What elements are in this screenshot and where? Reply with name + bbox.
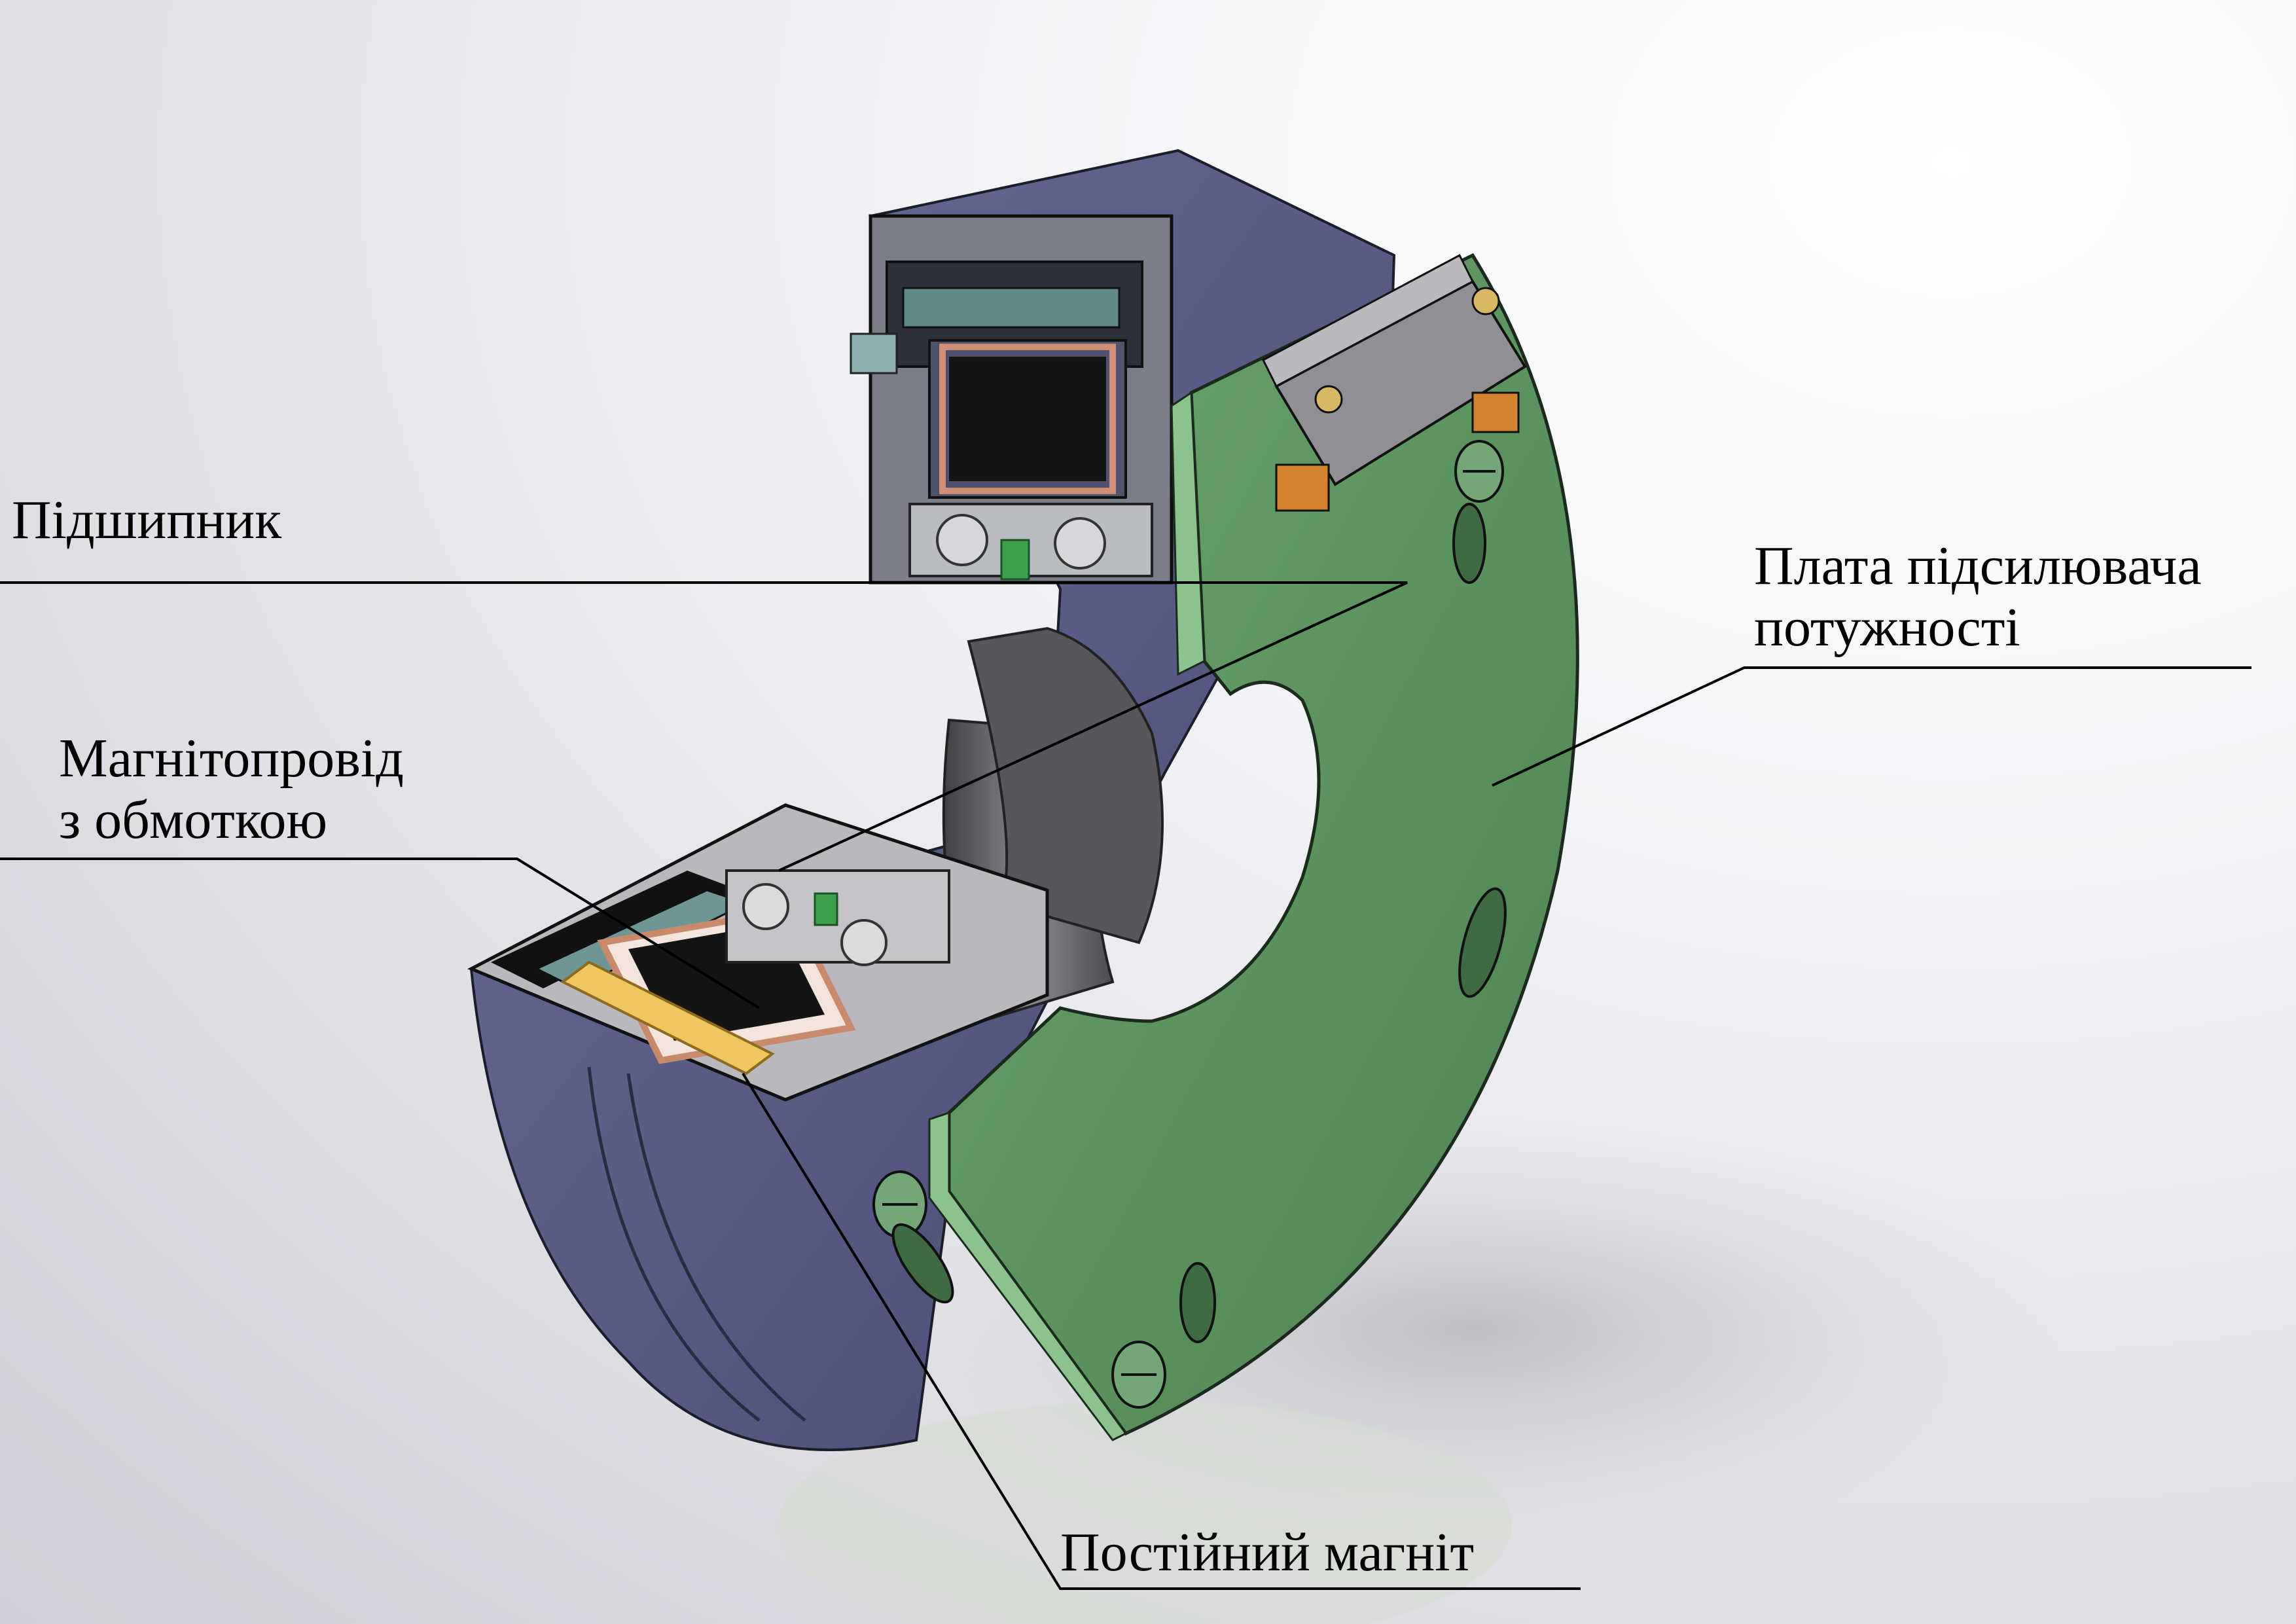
pcb-connector-foot: [1471, 391, 1520, 433]
label-board-line2: потужності: [1754, 597, 2020, 659]
pcb-edge: [1170, 391, 1206, 676]
top-coil: [939, 344, 1116, 494]
pcb-slot: [1452, 503, 1486, 584]
pcb-slot: [1179, 1262, 1216, 1343]
top-clip: [850, 333, 898, 374]
leader-line-magnet: [742, 1072, 1581, 1590]
bottom-bearing-ball: [840, 919, 888, 966]
top-core-plate: [902, 287, 1121, 329]
pcb-slot: [891, 1223, 954, 1304]
top-bearing-ball: [1054, 517, 1106, 569]
leader-lines: [0, 581, 2251, 1590]
label-magnetic-core-line1: Магнітопровід: [59, 728, 404, 789]
bottom-magnet: [560, 960, 775, 1075]
label-magnetic-core: Магнітопровід з обмоткою: [59, 728, 404, 851]
pcb-slot: [1458, 887, 1507, 998]
pcb-edge: [928, 1111, 1128, 1441]
label-bearing: Підшипник: [12, 490, 282, 550]
leader-line-core: [0, 857, 761, 1009]
housing-groove: [587, 1066, 761, 1422]
label-board-line1: Плата підсилювача: [1754, 535, 2202, 596]
pcb-screw: [1454, 440, 1504, 503]
label-power-amplifier-board: Плата підсилювача потужності: [1754, 535, 2202, 659]
top-coil-core: [949, 357, 1106, 481]
pcb-connector-hole: [1471, 287, 1500, 316]
pcb-connector-hole: [1314, 385, 1343, 414]
bottom-green-mark: [814, 892, 838, 926]
top-bearing-ball: [936, 514, 988, 566]
label-permanent-magnet: Постійний магніт: [1060, 1522, 1475, 1583]
pcb-connector-foot: [1275, 463, 1330, 512]
bottom-bearing-ball: [742, 883, 789, 930]
floor-reflection: [779, 1401, 1512, 1624]
top-green-mark: [1000, 539, 1030, 581]
housing-groove: [626, 1073, 806, 1422]
leader-line-bearing: [0, 581, 1408, 872]
rotor-bore-back: [967, 626, 1164, 945]
bottom-core-black: [491, 871, 740, 988]
pcb-screw: [1111, 1341, 1166, 1409]
label-magnetic-core-line2: з обмоткою: [59, 789, 328, 851]
leader-line-board: [1492, 666, 2251, 787]
pcb-connector-top: [1262, 253, 1474, 388]
